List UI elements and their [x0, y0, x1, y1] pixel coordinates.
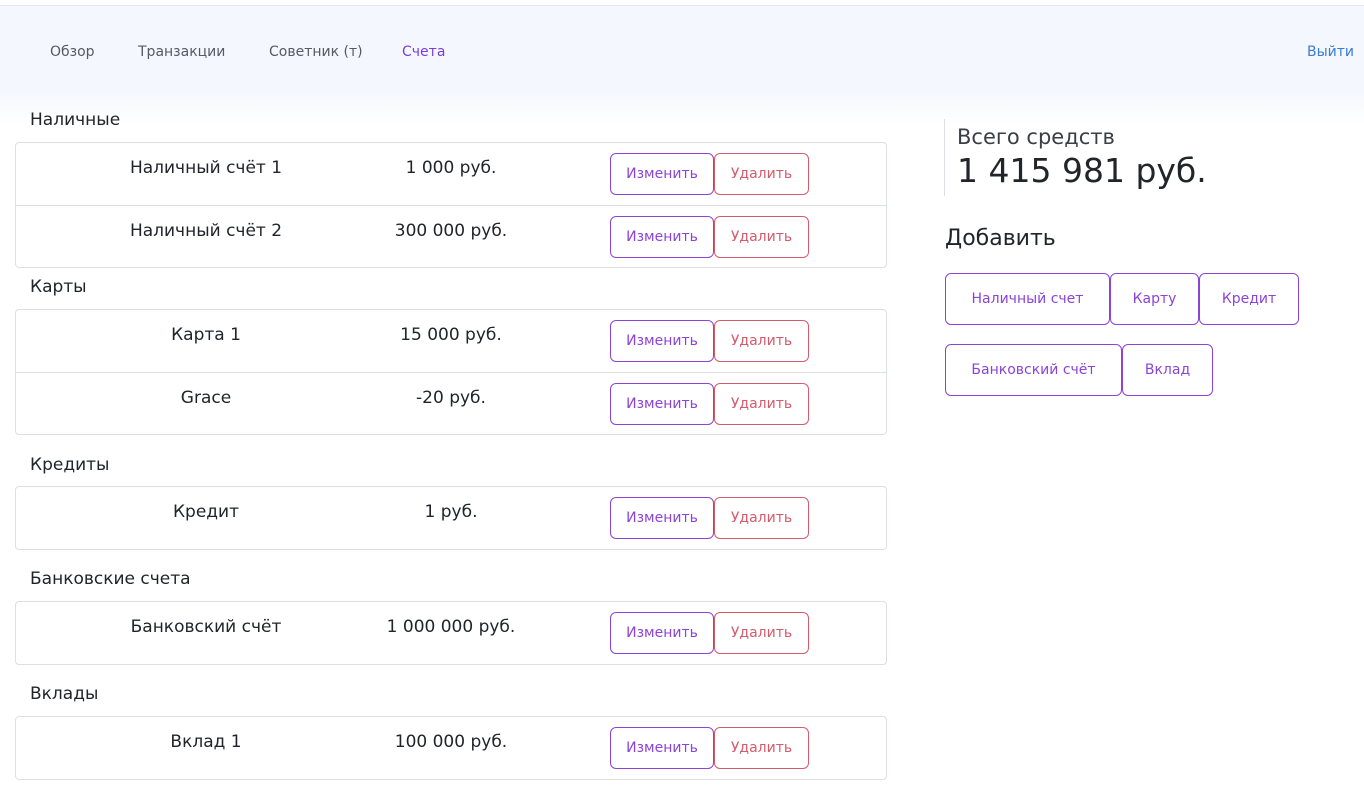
- section-title-bank-accounts: Банковские счета: [30, 569, 191, 589]
- account-row: Вклад 1 100 000 руб. Изменить Удалить: [16, 717, 886, 779]
- nav-overview[interactable]: Обзор: [50, 44, 95, 60]
- delete-button[interactable]: Удалить: [714, 727, 809, 769]
- total-funds-panel: Всего средств 1 415 981 руб.: [944, 119, 1244, 196]
- account-amount: 1 000 000 руб.: [386, 617, 516, 637]
- account-name: Наличный счёт 1: [129, 158, 283, 178]
- edit-button[interactable]: Изменить: [610, 497, 714, 539]
- account-group-credits: Кредит 1 руб. Изменить Удалить: [15, 486, 887, 550]
- nav-accounts[interactable]: Счета: [402, 44, 446, 60]
- delete-button[interactable]: Удалить: [714, 612, 809, 654]
- account-group-deposits: Вклад 1 100 000 руб. Изменить Удалить: [15, 716, 887, 780]
- account-row: Банковский счёт 1 000 000 руб. Изменить …: [16, 602, 886, 664]
- delete-button[interactable]: Удалить: [714, 497, 809, 539]
- edit-button[interactable]: Изменить: [610, 612, 714, 654]
- account-row: Кредит 1 руб. Изменить Удалить: [16, 487, 886, 549]
- edit-button[interactable]: Изменить: [610, 320, 714, 362]
- account-row: Наличный счёт 2 300 000 руб. Изменить Уд…: [16, 205, 886, 267]
- section-title-credits: Кредиты: [30, 455, 110, 475]
- account-row: Карта 1 15 000 руб. Изменить Удалить: [16, 310, 886, 372]
- account-group-cards: Карта 1 15 000 руб. Изменить Удалить Gra…: [15, 309, 887, 435]
- account-name: Карта 1: [171, 325, 241, 345]
- account-name: Банковский счёт: [130, 617, 282, 637]
- edit-button[interactable]: Изменить: [610, 383, 714, 425]
- account-amount: 1 000 руб.: [405, 158, 497, 178]
- account-amount: 100 000 руб.: [394, 732, 508, 752]
- add-section-title: Добавить: [945, 226, 1056, 251]
- account-group-cash: Наличный счёт 1 1 000 руб. Изменить Удал…: [15, 142, 887, 268]
- top-border: [0, 0, 1364, 6]
- account-amount: 300 000 руб.: [394, 221, 508, 241]
- section-title-cards: Карты: [30, 277, 87, 297]
- add-card-button[interactable]: Карту: [1110, 273, 1199, 325]
- delete-button[interactable]: Удалить: [714, 216, 809, 258]
- section-title-cash: Наличные: [30, 110, 121, 130]
- edit-button[interactable]: Изменить: [610, 727, 714, 769]
- account-row: Grace -20 руб. Изменить Удалить: [16, 372, 886, 434]
- account-name: Вклад 1: [170, 732, 242, 752]
- account-amount: 15 000 руб.: [400, 325, 502, 345]
- add-bank-account-button[interactable]: Банковский счёт: [945, 344, 1122, 396]
- account-name: Grace: [180, 388, 232, 408]
- account-row: Наличный счёт 1 1 000 руб. Изменить Удал…: [16, 143, 886, 205]
- edit-button[interactable]: Изменить: [610, 153, 714, 195]
- total-funds-value: 1 415 981 руб.: [957, 151, 1207, 190]
- delete-button[interactable]: Удалить: [714, 320, 809, 362]
- account-name: Кредит: [172, 502, 240, 522]
- section-title-deposits: Вклады: [30, 684, 99, 704]
- add-cash-account-button[interactable]: Наличный счет: [945, 273, 1110, 325]
- top-navbar: Обзор Транзакции Советник (т) Счета Выйт…: [0, 6, 1364, 124]
- total-funds-label: Всего средств: [957, 125, 1115, 149]
- edit-button[interactable]: Изменить: [610, 216, 714, 258]
- add-deposit-button[interactable]: Вклад: [1122, 344, 1213, 396]
- add-credit-button[interactable]: Кредит: [1199, 273, 1299, 325]
- logout-link[interactable]: Выйти: [1307, 44, 1355, 60]
- nav-transactions[interactable]: Транзакции: [138, 44, 226, 60]
- account-group-bank: Банковский счёт 1 000 000 руб. Изменить …: [15, 601, 887, 665]
- delete-button[interactable]: Удалить: [714, 153, 809, 195]
- account-amount: 1 руб.: [424, 502, 478, 522]
- account-amount: -20 руб.: [416, 388, 486, 408]
- nav-advisor[interactable]: Советник (т): [269, 44, 363, 60]
- delete-button[interactable]: Удалить: [714, 383, 809, 425]
- account-name: Наличный счёт 2: [129, 221, 283, 241]
